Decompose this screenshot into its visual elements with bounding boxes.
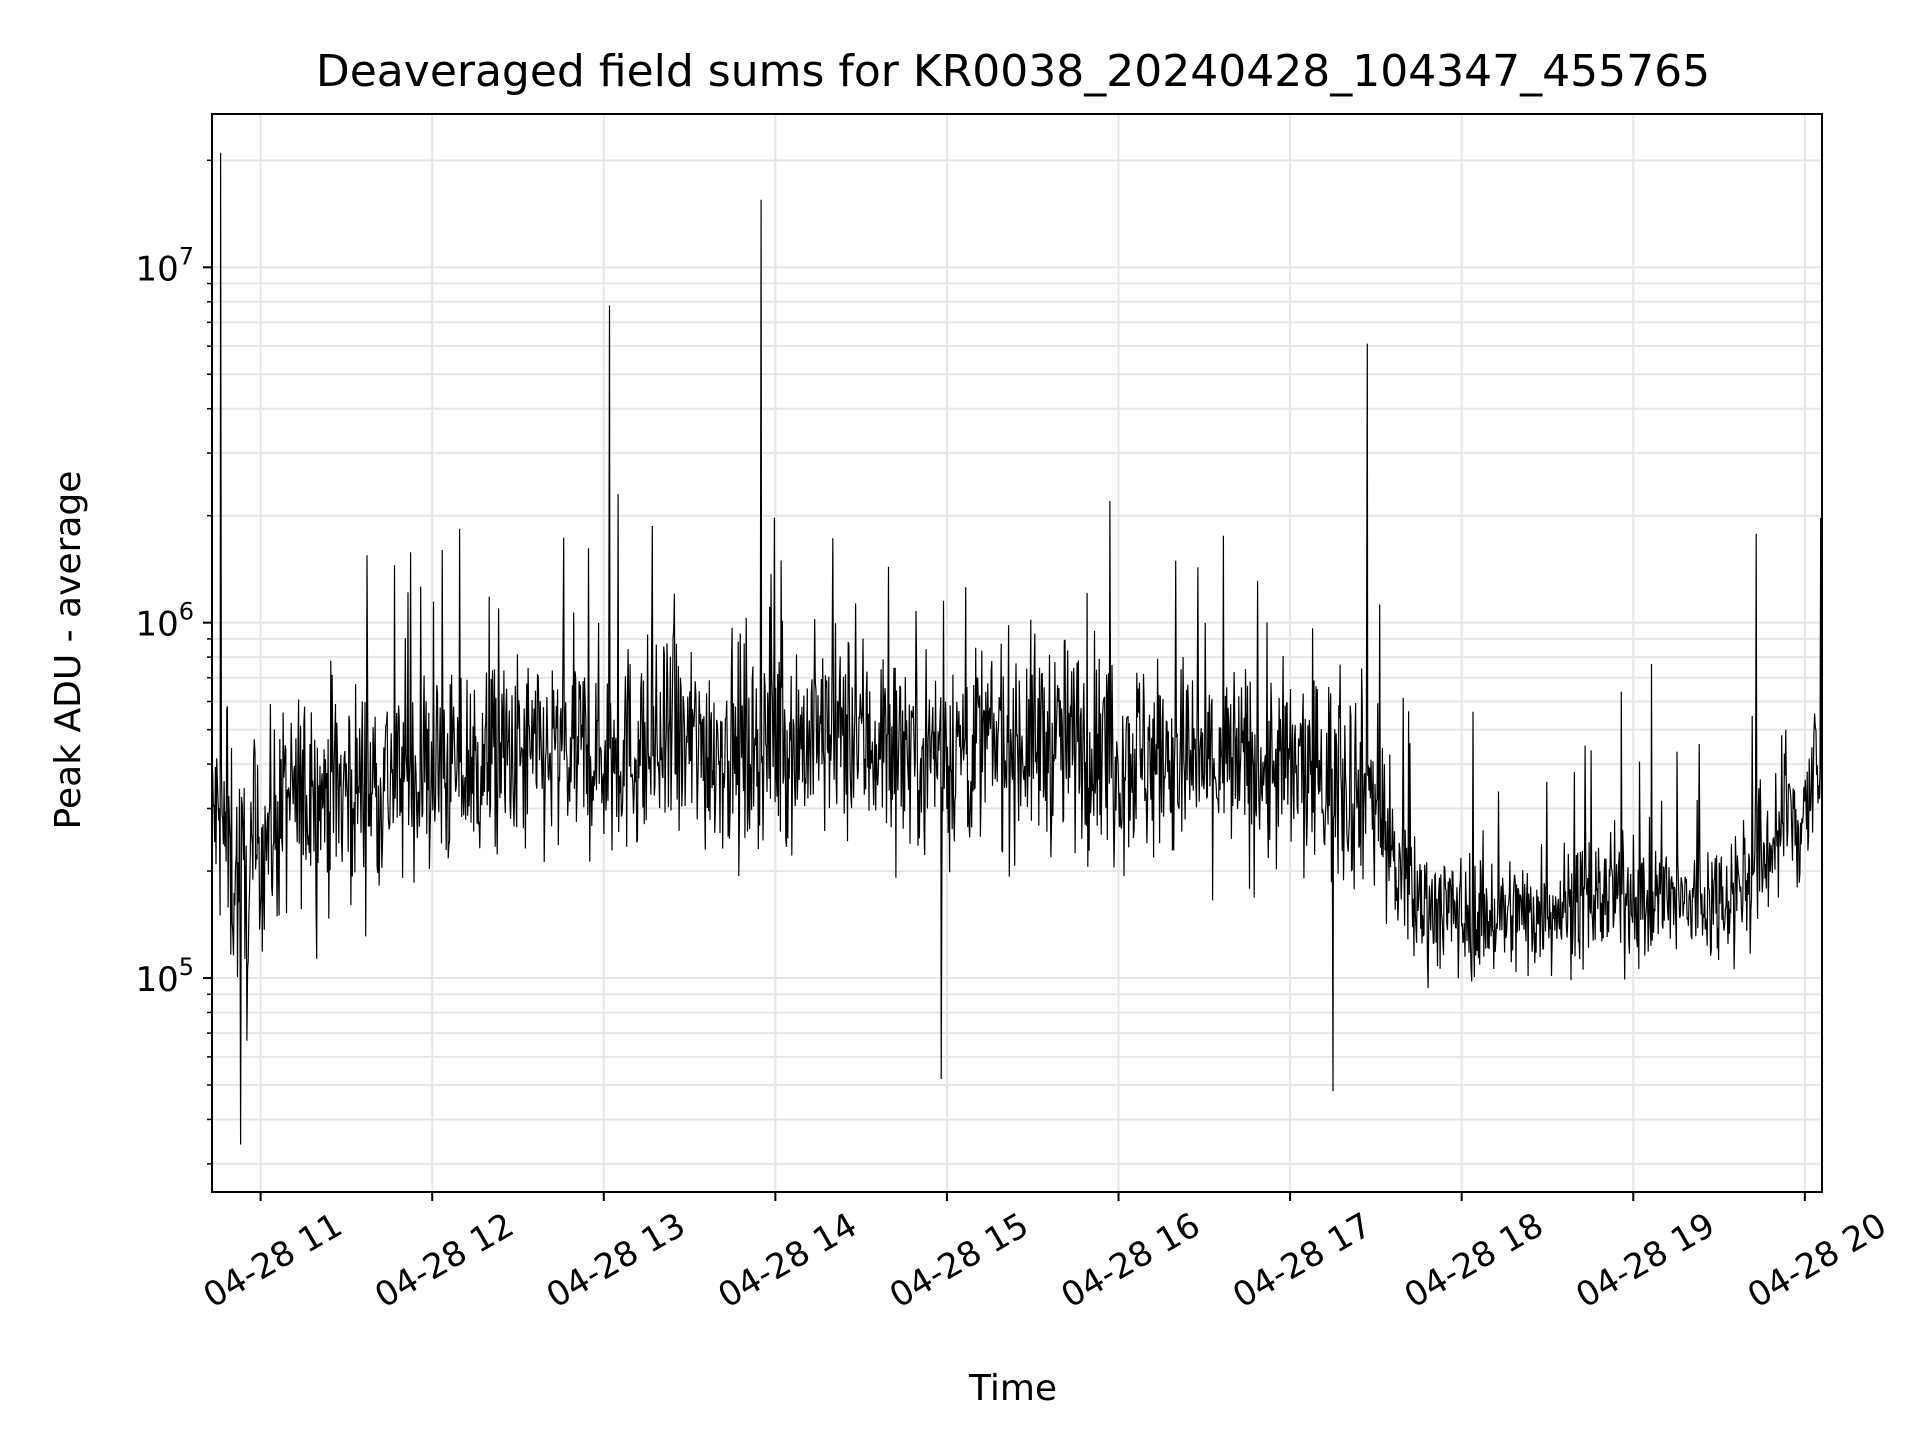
- y-tick-label: 106: [135, 598, 194, 645]
- y-axis-title: Peak ADU - average: [48, 471, 89, 830]
- grid: [212, 114, 1822, 1192]
- y-tick-label: 107: [135, 242, 194, 289]
- series-line: [211, 152, 1823, 1145]
- y-tick-label: 105: [135, 953, 194, 1000]
- tick-marks: [203, 159, 1806, 1201]
- chart-title: Deaveraged field sums for KR0038_2024042…: [316, 46, 1710, 97]
- axes-frame: [211, 113, 1823, 1193]
- x-axis-title: Time: [968, 1368, 1057, 1409]
- plot-area: [211, 152, 1823, 1145]
